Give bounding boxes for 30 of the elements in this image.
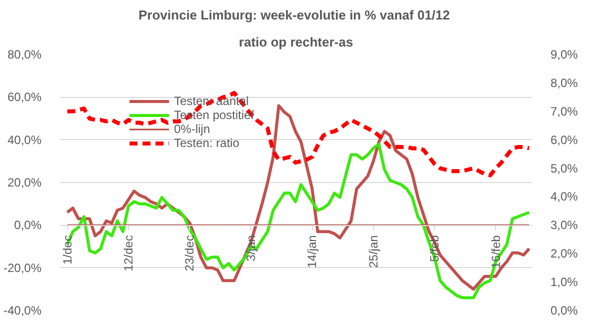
x-tick-label: 12/dec xyxy=(122,235,136,272)
y2-tick-label: 5,0% xyxy=(550,161,578,176)
y2-tick-label: 7,0% xyxy=(550,104,578,118)
legend-label: Testen: ratio xyxy=(174,136,240,150)
x-tick-label: 16/feb xyxy=(488,234,503,269)
y2-tick-label: 8,0% xyxy=(550,76,578,90)
line-series xyxy=(65,90,532,178)
y2-tick-label: 3,0% xyxy=(550,218,578,232)
y-tick-label: 80,0% xyxy=(7,48,42,62)
x-tick-label: 3/jan xyxy=(244,235,258,262)
x-tick-label: 25/jan xyxy=(366,235,380,268)
y-tick-label: 40,0% xyxy=(7,132,42,147)
y-tick-label: 20,0% xyxy=(7,176,42,190)
y2-tick-label: 6,0% xyxy=(550,132,578,147)
y-tick-label: 0,0% xyxy=(14,218,42,232)
y2-tick-label: 9,0% xyxy=(550,48,578,62)
y2-tick-label: 0,0% xyxy=(550,304,578,318)
y2-tick-label: 1,0% xyxy=(550,275,578,290)
legend-label: 0%-lijn xyxy=(174,122,210,136)
y2-tick-label: 4,0% xyxy=(550,190,578,204)
y2-tick-label: 2,0% xyxy=(550,246,578,261)
x-tick-label: 5/feb xyxy=(428,234,442,262)
y-tick-label: -40,0% xyxy=(3,304,42,318)
y-tick-label: 60,0% xyxy=(7,90,42,104)
x-tick-label: 1/dec xyxy=(60,235,74,265)
x-tick-label: 14/jan xyxy=(305,235,320,268)
chart-subtitle: ratio op rechter-as xyxy=(238,34,354,50)
y-tick-label: -20,0% xyxy=(3,260,42,275)
chart-title: Provincie Limburg: week-evolutie in % vanaf 01/12 xyxy=(138,8,450,22)
x-tick-label: 23/dec xyxy=(182,235,197,272)
